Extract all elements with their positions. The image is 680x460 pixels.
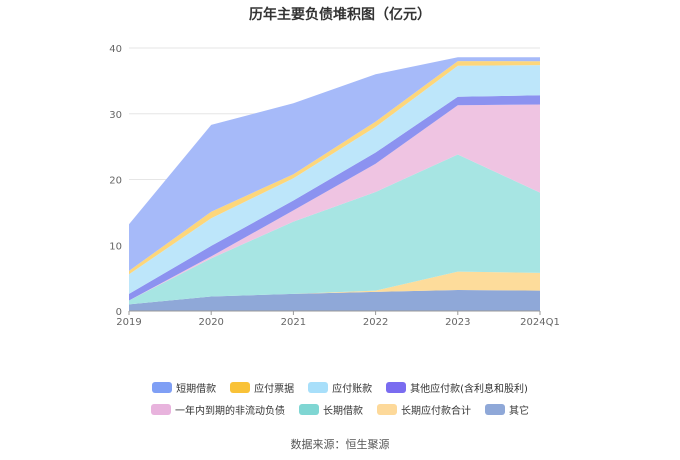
x-tick-label: 2024Q1 (520, 317, 560, 328)
area-长期应付款合计 (129, 271, 540, 305)
area-长期借款 (129, 154, 540, 305)
area-一年内到期的非流动负债 (129, 104, 540, 301)
x-tick-label: 2020 (198, 317, 223, 328)
legend-item[interactable]: 其他应付款(含利息和股利) (386, 380, 528, 395)
legend-item[interactable]: 短期借款 (152, 380, 216, 395)
axes: 0 10 20 30 40 2019 2020 2021 2022 2023 2024Q1 (109, 44, 560, 328)
x-tick-label: 2019 (116, 317, 141, 328)
legend-item[interactable]: 一年内到期的非流动负债 (151, 402, 285, 417)
data-source: 数据来源：恒生聚源 (290, 438, 390, 451)
legend-label: 长期借款 (323, 405, 363, 417)
x-tick-label: 2022 (363, 317, 388, 328)
y-tick-label: 10 (109, 241, 122, 252)
legend-swatch (230, 381, 251, 393)
area-其它 (129, 290, 540, 311)
legend-label: 其他应付款(含利息和股利) (410, 383, 528, 395)
legend-label: 应付票据 (254, 383, 295, 395)
y-tick-label: 30 (109, 110, 122, 121)
legend-swatch (151, 403, 171, 415)
legend-label: 其它 (509, 405, 529, 417)
legend-label: 应付账款 (332, 383, 373, 395)
legend-swatch (308, 381, 329, 393)
legend: 短期借款 应付票据 应付账款 其他应付款(含利息和股利) 一年内到期的非流动负债 长期借… (40, 378, 640, 422)
legend-item[interactable]: 应付票据 (230, 380, 294, 395)
legend-swatch (299, 403, 319, 415)
legend-swatch (386, 381, 407, 393)
legend-item[interactable]: 长期应付款合计 (377, 402, 471, 417)
legend-label: 一年内到期的非流动负债 (175, 405, 285, 417)
area-短期借款 (129, 57, 540, 271)
legend-label: 短期借款 (176, 383, 217, 395)
area-应付账款 (129, 65, 540, 294)
y-tick-label: 20 (109, 176, 122, 187)
legend-item[interactable]: 其它 (485, 402, 529, 417)
legend-swatch (377, 403, 397, 415)
legend-swatch (485, 403, 505, 415)
chart-title: 历年主要负债堆积图（亿元） (249, 7, 431, 23)
y-tick-label: 40 (109, 44, 122, 55)
legend-item[interactable]: 长期借款 (299, 402, 363, 417)
legend-row: 一年内到期的非流动负债 长期借款 长期应付款合计 其它 (40, 400, 640, 418)
legend-swatch (152, 381, 173, 393)
legend-row: 短期借款 应付票据 应付账款 其他应付款(含利息和股利) (40, 378, 640, 396)
area-series (129, 57, 540, 311)
legend-label: 长期应付款合计 (401, 405, 471, 417)
x-tick-label: 2023 (445, 317, 470, 328)
y-tick-label: 0 (116, 307, 122, 318)
legend-item[interactable]: 应付账款 (308, 380, 372, 395)
x-tick-label: 2021 (281, 317, 306, 328)
